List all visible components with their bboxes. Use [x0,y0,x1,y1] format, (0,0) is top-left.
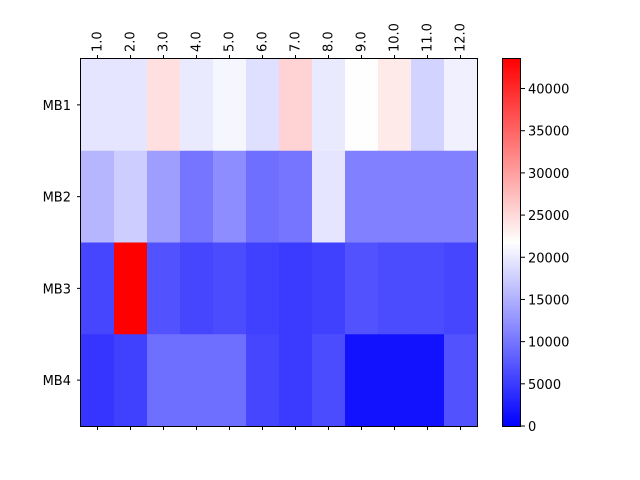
heatmap-cell-mb3-1 [81,242,115,335]
x-tick-label-7: 7.0 [289,31,304,52]
heatmap-cell-mb4-9 [345,334,379,427]
y-tick-label-mb4: MB4 [43,374,71,389]
heatmap-cell-mb4-2 [114,334,148,427]
heatmap-cell-mb1-9 [345,59,379,152]
heatmap-cell-mb2-1 [81,150,115,243]
heatmap-cell-mb2-7 [279,150,313,243]
x-tick-label-2: 2.0 [124,31,139,52]
heatmap-cell-mb4-3 [147,334,181,427]
colorbar-tick-label-35000: 35000 [528,125,569,140]
heatmap-cell-mb4-4 [180,334,214,427]
heatmap-cell-mb3-4 [180,242,214,335]
heatmap-cell-mb3-12 [444,242,478,335]
heatmap-cell-mb2-4 [180,150,214,243]
heatmap-cell-mb1-10 [378,59,412,152]
heatmap-cell-mb1-6 [246,59,280,152]
heatmap-cell-mb3-9 [345,242,379,335]
heatmap-cell-mb2-8 [312,150,346,243]
heatmap-cell-mb3-10 [378,242,412,335]
y-tick-label-mb2: MB2 [43,191,71,206]
colorbar-tick-labels: 0 5000 10000 15000 20000 25000 30000 35000 40000 [521,83,569,435]
x-tick-label-4: 4.0 [190,31,205,52]
y-tick-labels: MB1 MB2 MB3 MB4 [43,99,81,389]
heatmap-cell-mb3-3 [147,242,181,335]
heatmap-cell-mb1-8 [312,59,346,152]
colorbar-tick-label-0: 0 [528,420,536,435]
heatmap-cell-mb1-1 [81,59,115,152]
heatmap-cell-mb4-12 [444,334,478,427]
y-tick-label-mb1: MB1 [43,99,71,114]
x-tick-label-8: 8.0 [322,31,337,52]
heatmap-cell-mb2-9 [345,150,379,243]
colorbar [502,58,521,427]
heatmap-cell-mb2-10 [378,150,412,243]
colorbar-tick-label-5000: 5000 [528,378,561,393]
colorbar-tick-label-10000: 10000 [528,336,569,351]
x-tick-label-1: 1.0 [91,31,106,52]
heatmap-cell-mb2-3 [147,150,181,243]
x-tick-label-11: 11.0 [421,23,436,52]
heatmap-cells [81,59,478,427]
colorbar-tick-label-15000: 15000 [528,293,569,308]
heatmap-cell-mb4-10 [378,334,412,427]
heatmap-cell-mb2-5 [213,150,247,243]
heatmap-cell-mb3-5 [213,242,247,335]
colorbar-tick-label-40000: 40000 [528,83,569,98]
colorbar-tick-label-25000: 25000 [528,209,569,224]
heatmap-cell-mb3-6 [246,242,280,335]
heatmap-cell-mb4-7 [279,334,313,427]
heatmap-cell-mb4-8 [312,334,346,427]
heatmap-cell-mb3-8 [312,242,346,335]
x-tick-label-5: 5.0 [223,31,238,52]
heatmap-cell-mb2-12 [444,150,478,243]
heatmap-cell-mb1-12 [444,59,478,152]
heatmap-cell-mb4-1 [81,334,115,427]
x-tick-label-10: 10.0 [388,23,403,52]
heatmap-cell-mb1-7 [279,59,313,152]
y-tick-label-mb3: MB3 [43,282,71,297]
heatmap-cell-mb1-11 [411,59,445,152]
heatmap-cell-mb2-2 [114,150,148,243]
x-tick-labels: 1.0 2.0 3.0 4.0 5.0 6.0 7.0 8.0 9.0 10.0 11.0 12.0 [91,23,469,430]
colorbar-tick-label-20000: 20000 [528,251,569,266]
heatmap-cell-mb4-11 [411,334,445,427]
heatmap-cell-mb1-3 [147,59,181,152]
heatmap-cell-mb3-11 [411,242,445,335]
x-tick-label-9: 9.0 [355,31,370,52]
heatmap-cell-mb4-6 [246,334,280,427]
x-tick-label-3: 3.0 [157,31,172,52]
heatmap-cell-mb3-7 [279,242,313,335]
heatmap-cell-mb4-5 [213,334,247,427]
x-tick-label-6: 6.0 [256,31,271,52]
heatmap-cell-mb1-5 [213,59,247,152]
heatmap-cell-mb2-6 [246,150,280,243]
colorbar-tick-label-30000: 30000 [528,167,569,182]
heatmap-cell-mb3-2 [114,242,148,335]
plot-frame [80,58,478,427]
heatmap-cell-mb2-11 [411,150,445,243]
heatmap-cell-mb1-4 [180,59,214,152]
heatmap-cell-mb1-2 [114,59,148,152]
x-tick-label-12: 12.0 [454,23,469,52]
